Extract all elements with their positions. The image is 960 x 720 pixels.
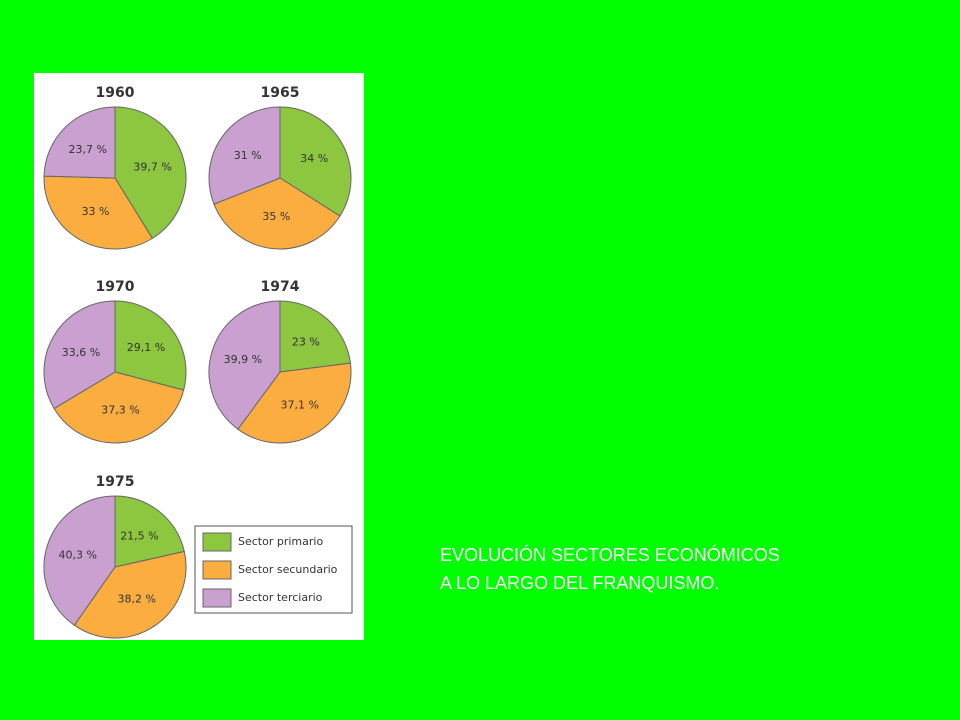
pie-slice <box>43 175 154 250</box>
caption-line: A LO LARGO DEL FRANQUISMO. <box>440 573 719 593</box>
slice-label: 29,1 % <box>127 341 165 354</box>
slice-label: 21,5 % <box>120 530 158 543</box>
slice-label: 34 % <box>300 152 328 165</box>
slice-label: 33 % <box>82 205 110 218</box>
legend-label: Sector terciario <box>238 591 323 604</box>
caption-line: EVOLUCIÓN SECTORES ECONÓMICOS <box>440 544 780 565</box>
pie-slice <box>208 106 281 205</box>
legend-swatch <box>202 532 232 552</box>
slice-label: 37,1 % <box>281 399 319 412</box>
pie-slice <box>114 495 185 568</box>
slice-label: 37,3 % <box>101 404 139 417</box>
legend-label: Sector secundario <box>238 563 338 576</box>
pie-slice <box>213 177 341 250</box>
legend-label: Sector primario <box>238 535 323 548</box>
slice-label: 38,2 % <box>118 592 156 605</box>
chart-title: 1965 <box>261 85 300 101</box>
pie-slice <box>43 300 116 410</box>
slice-label: 39,7 % <box>133 160 171 173</box>
slice-label: 39,9 % <box>224 353 262 366</box>
legend-swatch <box>202 560 232 580</box>
chart-title: 1960 <box>96 85 135 101</box>
pie-slice <box>114 300 187 391</box>
chart-title: 1970 <box>96 279 135 295</box>
legend-swatch <box>202 588 232 608</box>
pie-slice <box>53 371 185 444</box>
chart-title: 1974 <box>261 279 300 295</box>
pie-slice <box>279 300 351 373</box>
slice-label: 35 % <box>262 210 290 223</box>
slice-label: 31 % <box>234 149 262 162</box>
pie-slice <box>208 300 281 430</box>
slice-label: 23,7 % <box>69 143 107 156</box>
pie-slice <box>114 106 187 240</box>
slice-label: 33,6 % <box>62 346 100 359</box>
chart-title: 1975 <box>96 474 135 490</box>
pie-slice <box>73 550 187 639</box>
slice-label: 40,3 % <box>59 548 97 561</box>
pie-slice <box>43 106 116 179</box>
pie-slice <box>43 495 116 626</box>
slice-label: 23 % <box>292 336 320 349</box>
pie-slice <box>237 362 352 444</box>
